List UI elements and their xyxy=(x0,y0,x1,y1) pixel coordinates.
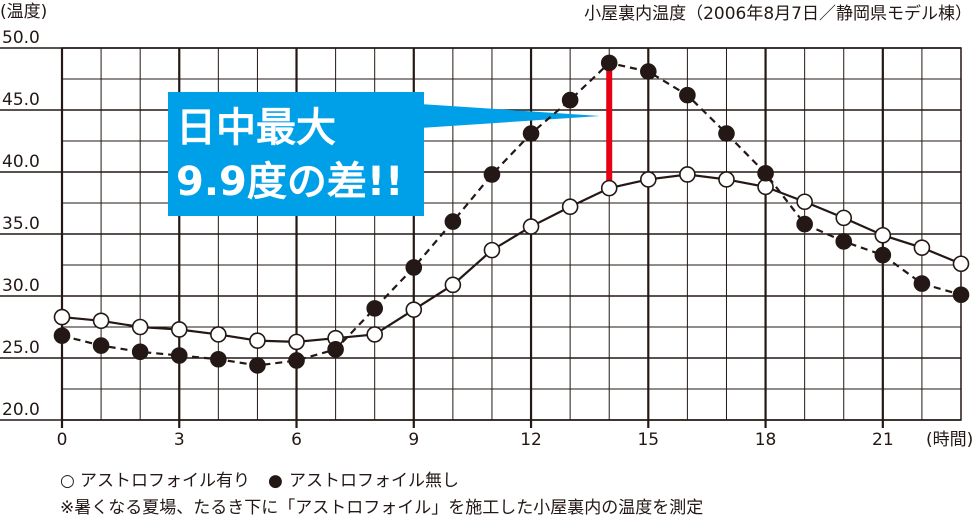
data-point xyxy=(874,226,892,244)
x-tick-label: 3 xyxy=(174,430,185,450)
data-point xyxy=(913,275,931,292)
x-tick-label: 15 xyxy=(637,430,659,450)
data-point xyxy=(796,193,813,211)
x-tick-label: 21 xyxy=(872,430,894,450)
data-point xyxy=(835,233,853,250)
data-point xyxy=(640,171,657,188)
data-point xyxy=(288,333,305,351)
data-point xyxy=(249,332,266,349)
data-point xyxy=(131,343,149,361)
y-tick-label: 25.0 xyxy=(2,338,40,358)
data-point xyxy=(483,241,501,259)
data-point xyxy=(561,91,579,109)
x-tick-label: 18 xyxy=(755,430,777,450)
legend-label: アストロフォイル無し xyxy=(289,471,459,491)
x-tick-label: 12 xyxy=(520,430,542,450)
note: ※暑くなる夏場、たるき下に「アストロフォイル」を施工した小屋裏内の温度を測定 xyxy=(60,497,703,518)
data-point xyxy=(170,347,188,364)
x-tick-label: 9 xyxy=(408,430,419,450)
data-point xyxy=(679,86,696,104)
callout-text: 9.9度の差!! xyxy=(176,159,403,205)
x-tick-label: 6 xyxy=(291,430,302,450)
data-point xyxy=(131,318,149,336)
data-point xyxy=(600,54,618,72)
data-point xyxy=(718,171,735,188)
y-tick-label: 20.0 xyxy=(2,400,40,420)
data-point xyxy=(444,276,462,294)
data-point xyxy=(210,326,227,343)
legend-symbol: ● xyxy=(268,471,283,491)
callout-box xyxy=(168,92,424,216)
data-point xyxy=(600,179,618,197)
data-point xyxy=(366,326,383,343)
y-tick-label: 35.0 xyxy=(2,214,40,234)
data-point xyxy=(53,327,71,344)
data-point xyxy=(718,125,735,142)
legend-label: アストロフォイル有り xyxy=(80,471,250,491)
data-point xyxy=(640,63,657,80)
y-axis-label: (温度) xyxy=(0,2,47,22)
y-tick-label: 45.0 xyxy=(2,90,40,110)
chart-title: 小屋裏内温度（2006年8月7日／静岡県モデル棟） xyxy=(584,3,972,24)
data-point xyxy=(522,218,540,235)
data-point xyxy=(53,308,71,326)
data-point xyxy=(92,312,110,330)
data-point xyxy=(952,255,970,273)
data-point xyxy=(210,350,227,368)
callout-pointer xyxy=(420,104,600,128)
y-tick-label: 40.0 xyxy=(2,152,40,172)
data-point xyxy=(92,337,110,354)
data-point xyxy=(366,300,383,317)
data-point xyxy=(288,352,305,369)
data-point xyxy=(444,213,462,230)
data-point xyxy=(405,301,423,318)
data-point xyxy=(679,166,696,183)
y-tick-label: 50.0 xyxy=(2,28,40,48)
legend-symbol: ○ xyxy=(60,471,75,491)
data-point xyxy=(522,125,540,142)
x-axis-label: (時間) xyxy=(926,430,973,450)
data-point xyxy=(913,239,931,256)
data-point xyxy=(170,321,188,338)
data-point xyxy=(483,166,501,183)
data-point xyxy=(835,209,853,227)
data-point xyxy=(796,215,813,233)
callout-text: 日中最大 xyxy=(176,105,336,151)
data-point xyxy=(757,164,774,182)
data-point xyxy=(952,286,970,304)
data-point xyxy=(327,341,344,358)
x-tick-label: 0 xyxy=(57,430,68,450)
data-point xyxy=(561,198,579,216)
data-point xyxy=(405,259,423,276)
data-point xyxy=(249,357,266,374)
y-tick-label: 30.0 xyxy=(2,276,40,296)
data-point xyxy=(874,246,892,264)
